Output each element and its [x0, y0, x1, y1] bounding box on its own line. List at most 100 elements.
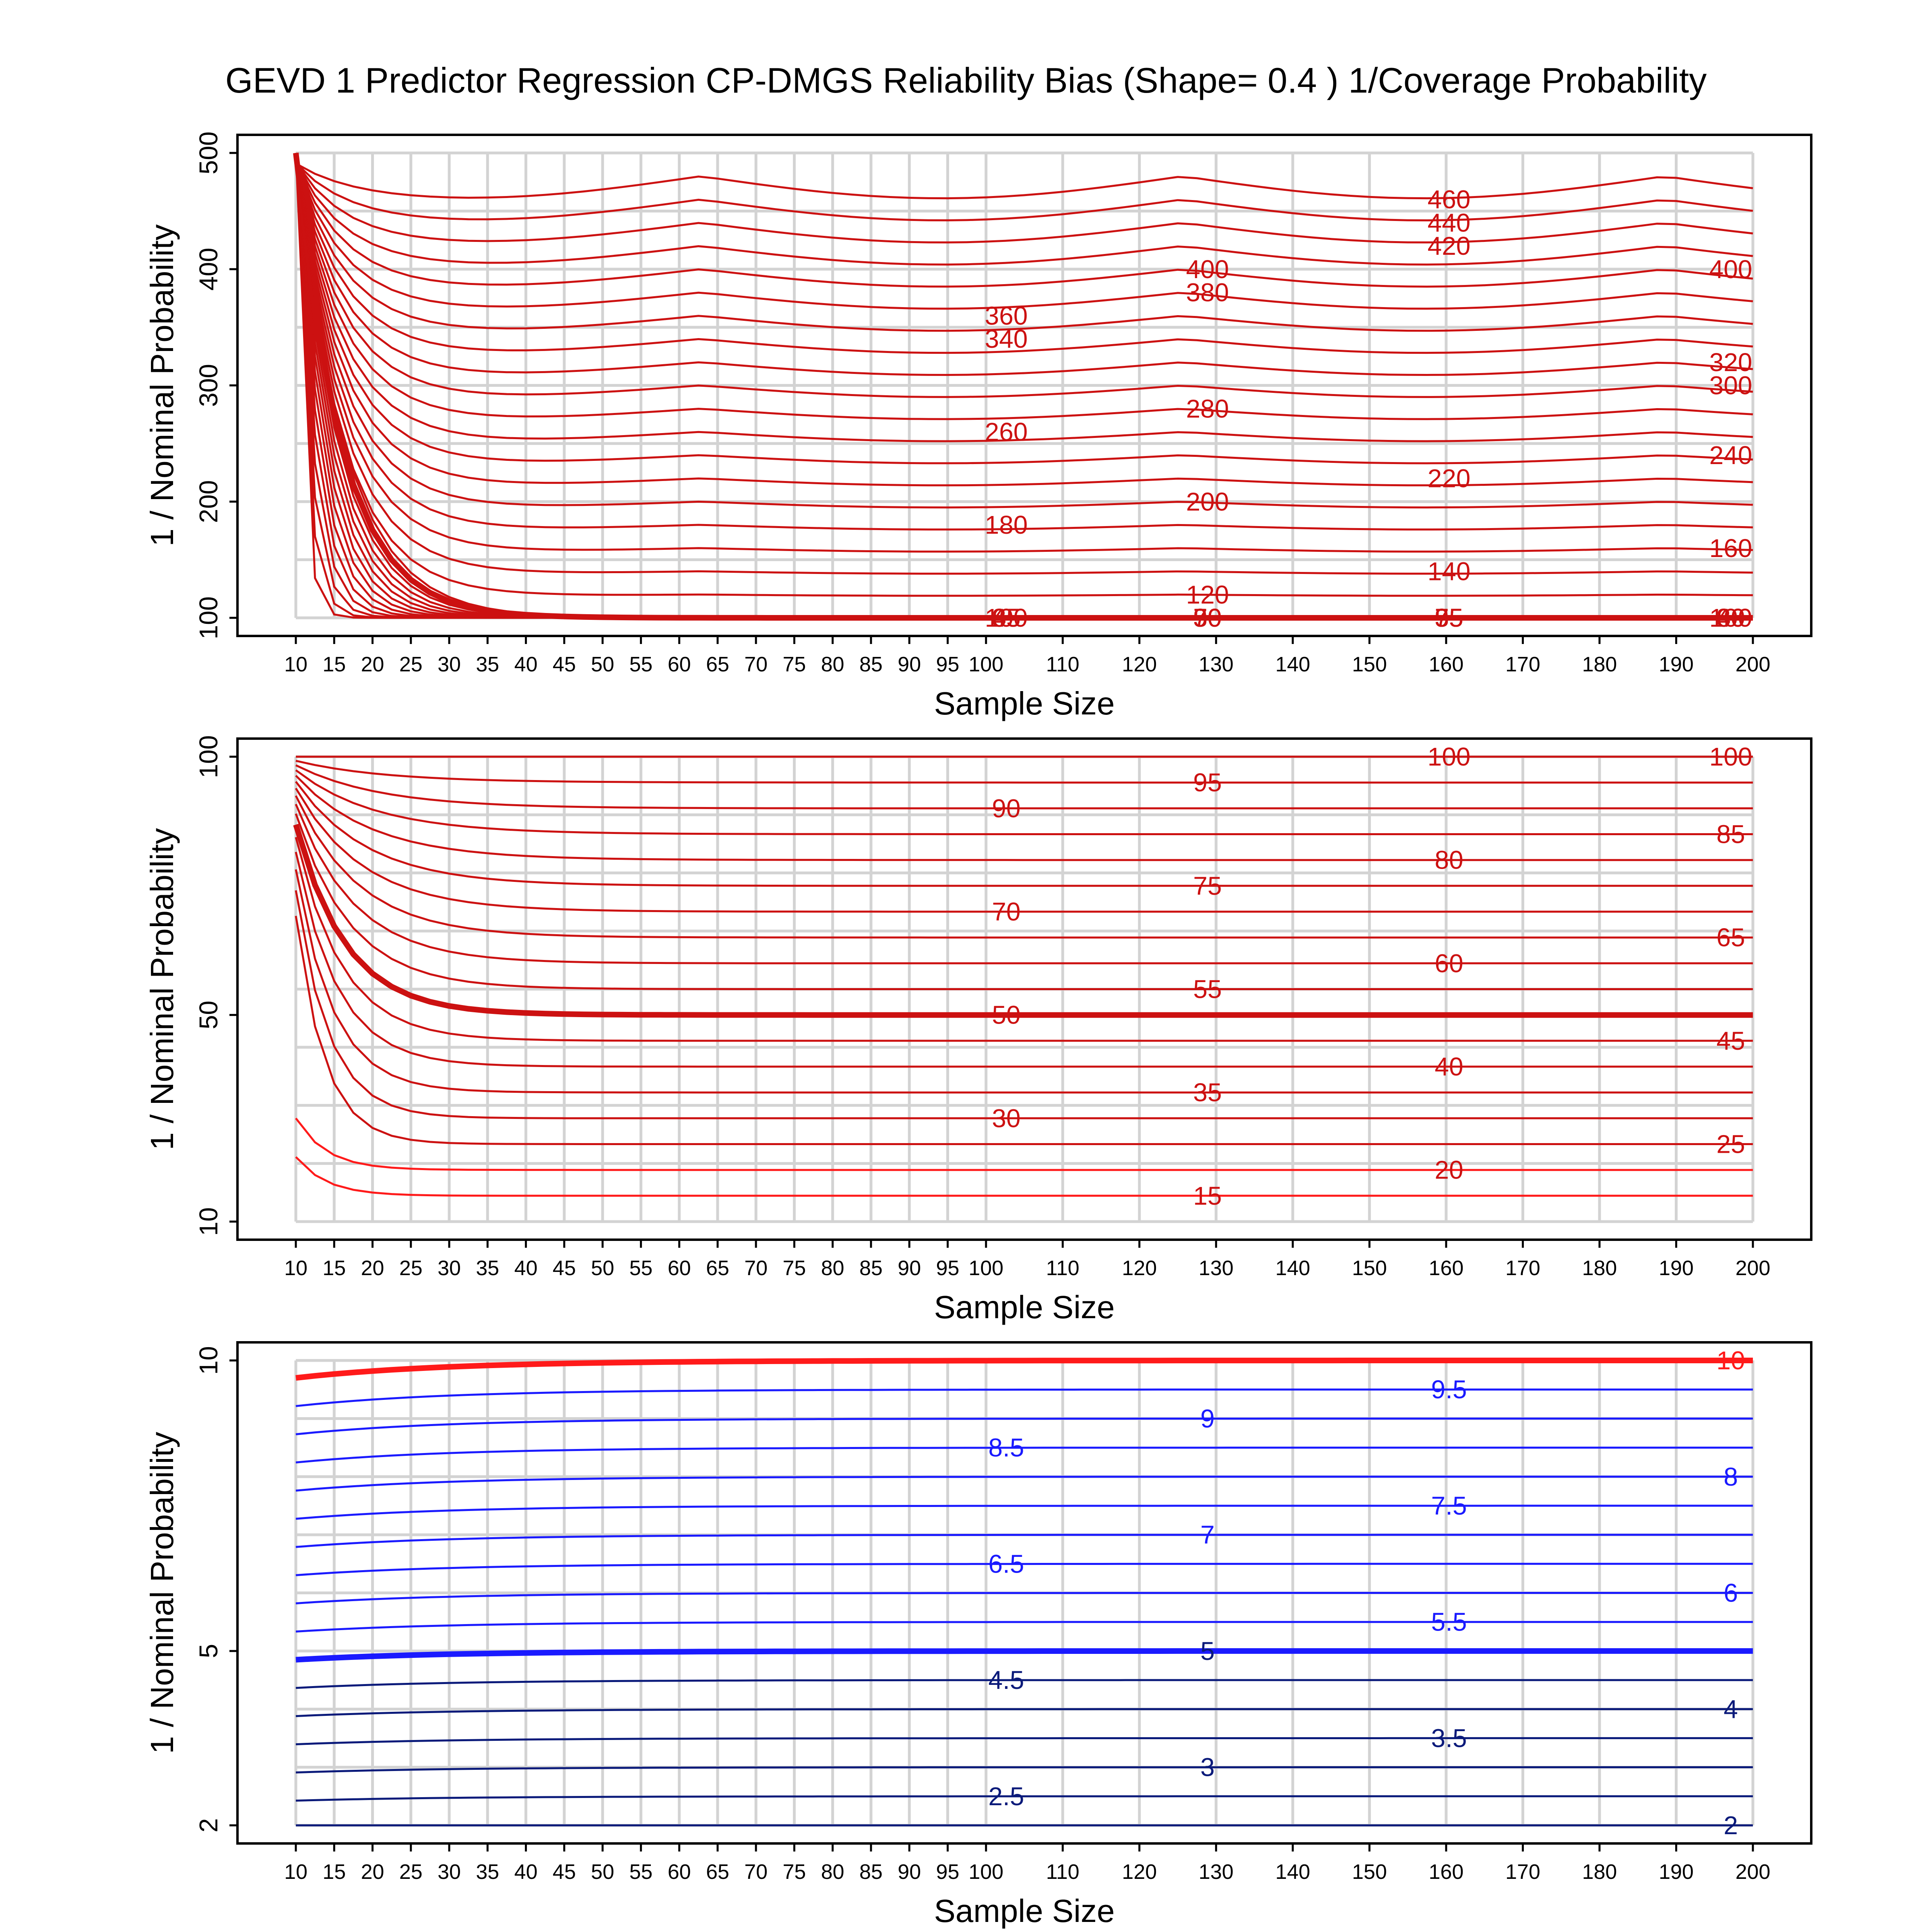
contour-label: 45 [1716, 1026, 1745, 1055]
contour-label: 440 [1428, 208, 1471, 237]
x-tick-label: 50 [591, 1860, 614, 1884]
contour-label: 20 [1435, 1156, 1463, 1185]
contour-line [295, 1592, 1753, 1604]
contour-label: 8 [1724, 1462, 1738, 1491]
x-tick-label: 75 [782, 1860, 806, 1884]
panel-1: 400 420 380 360 300 440 400 340 320 460 280 260 240 2… [144, 132, 1812, 721]
x-tick-label: 35 [476, 653, 499, 676]
contour-label: 3.5 [1431, 1724, 1467, 1752]
contour-label: 4.5 [989, 1666, 1024, 1695]
x-tick-label: 160 [1429, 1257, 1464, 1280]
contour-line [295, 837, 1753, 1042]
contour-line [295, 1795, 1753, 1802]
contour-line [295, 154, 1753, 553]
x-tick-label: 35 [476, 1860, 499, 1884]
x-tick-label: 95 [936, 1860, 960, 1884]
contour-label: 8.5 [989, 1433, 1024, 1462]
contour-label: 10 [1716, 1346, 1745, 1375]
contour-line [295, 154, 1753, 575]
x-tick-label: 10 [284, 1860, 308, 1884]
contour-line [295, 157, 1753, 464]
contour-label: 30 [992, 1104, 1020, 1133]
contour-line [295, 795, 1753, 939]
x-tick-label: 120 [1122, 1860, 1157, 1884]
x-tick-label: 140 [1275, 1860, 1310, 1884]
contour-label: 2 [1724, 1811, 1738, 1840]
contour-label: 120 [1186, 580, 1229, 609]
panel-3: 10 9.5 9 8.5 8 7.5 7 6.5 6 5.5 5 4.5 4 3.5 3 2.5 2 10 15 20… [144, 1341, 1812, 1929]
x-tick-label: 80 [821, 653, 844, 676]
figure-title: GEVD 1 Predictor Regression CP-DMGS Reli… [225, 60, 1707, 100]
x-tick-label: 160 [1429, 653, 1464, 676]
x-tick-label: 110 [1046, 653, 1080, 676]
contour-label: 5.5 [1431, 1608, 1467, 1637]
contour-line [295, 916, 1753, 1145]
x-tick-label: 150 [1352, 1257, 1387, 1280]
contour-label: 55 [1193, 975, 1222, 1004]
y-tick-label: 300 [194, 364, 223, 407]
y-axis-label: 1 / Nominal Probability [144, 1432, 180, 1754]
x-tick-label: 50 [591, 653, 614, 676]
contour-label: 340 [985, 324, 1028, 353]
contour-line [295, 890, 1753, 1119]
contour-line [295, 159, 1753, 376]
contour-label: 400 [1186, 255, 1229, 284]
x-axis-label: Sample Size [934, 1893, 1115, 1929]
contour-line [295, 158, 1753, 398]
contour-line [295, 1679, 1753, 1689]
contour-label: 85 [1716, 820, 1745, 849]
x-tick-label: 40 [514, 653, 538, 676]
contour-line [295, 161, 1753, 266]
x-tick-label: 120 [1122, 653, 1157, 676]
y-tick-label: 400 [194, 248, 223, 291]
x-tick-label: 75 [782, 653, 806, 676]
x-tick-label: 200 [1736, 1860, 1771, 1884]
x-tick-label: 160 [1429, 1860, 1464, 1884]
contour-label: 2.5 [989, 1782, 1024, 1811]
contour-line [295, 163, 1753, 200]
x-tick-label: 110 [1046, 1860, 1080, 1884]
x-tick-label: 130 [1199, 1257, 1234, 1280]
contour-label: 50 [1193, 603, 1222, 632]
contour-label: 180 [985, 510, 1028, 539]
panel-2: 100 100 95 90 85 80 75 70 65 60 55 50 45 40 35 30 25 20 15… [144, 735, 1812, 1325]
x-tick-label: 60 [668, 1860, 691, 1884]
contour-line [295, 813, 1753, 990]
x-tick-label: 140 [1275, 653, 1310, 676]
contour-line [295, 160, 1753, 332]
contour-label: 60 [1716, 603, 1745, 632]
x-tick-label: 35 [476, 1257, 499, 1280]
contour-label: 80 [1716, 603, 1745, 632]
contour-label: 75 [1193, 871, 1222, 900]
x-tick-label: 140 [1275, 1257, 1310, 1280]
contour-label: 200 [1186, 487, 1229, 516]
x-tick-label: 65 [706, 653, 729, 676]
x-tick-label: 25 [399, 1257, 423, 1280]
x-tick-label: 130 [1199, 653, 1234, 676]
contour-label: 320 [1709, 348, 1752, 377]
contour-label: 70 [1193, 603, 1222, 632]
y-tick-label: 10 [194, 1207, 223, 1236]
contour-line [295, 764, 1753, 809]
x-tick-label: 30 [438, 1257, 461, 1280]
x-tick-label: 55 [629, 1860, 652, 1884]
x-tick-label: 85 [859, 1860, 883, 1884]
contour-line [295, 1737, 1753, 1746]
x-tick-label: 95 [936, 653, 960, 676]
contour-line [295, 803, 1753, 964]
contour-line [293, 824, 1753, 1018]
x-tick-label: 100 [968, 1860, 1003, 1884]
contour-label: 160 [1709, 534, 1752, 563]
contour-label: 4 [1724, 1695, 1738, 1724]
x-tick-label: 180 [1582, 1257, 1617, 1280]
x-tick-label: 85 [859, 653, 883, 676]
contour-line [295, 161, 1753, 288]
contour-label: 240 [1709, 441, 1752, 470]
x-tick-label: 55 [629, 653, 652, 676]
x-tick-label: 200 [1736, 653, 1771, 676]
x-tick-label: 70 [744, 1257, 768, 1280]
x-tick-label: 40 [514, 1860, 538, 1884]
x-tick-label: 180 [1582, 1860, 1617, 1884]
contour-label: 360 [985, 301, 1028, 330]
y-tick-label: 100 [194, 735, 223, 778]
